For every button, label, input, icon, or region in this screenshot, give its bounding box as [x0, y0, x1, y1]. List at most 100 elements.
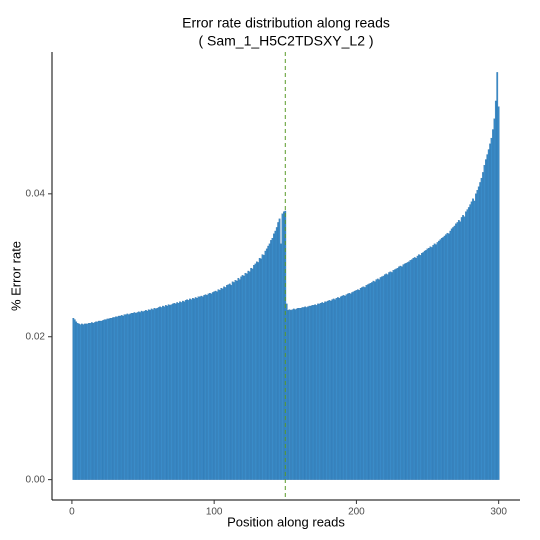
bar	[425, 250, 427, 480]
bar	[382, 275, 385, 480]
bar	[325, 301, 328, 480]
bar	[154, 308, 157, 480]
bar	[147, 309, 150, 480]
bar	[318, 303, 321, 480]
bar	[135, 313, 137, 480]
bar	[103, 319, 106, 480]
bar	[157, 307, 160, 480]
bar	[277, 222, 280, 480]
bar	[174, 303, 177, 480]
bar	[200, 295, 203, 480]
bar	[311, 305, 314, 480]
bar	[354, 290, 356, 480]
bar	[402, 264, 405, 480]
bar	[166, 305, 169, 480]
bar	[356, 289, 359, 480]
bar	[122, 315, 124, 480]
bar	[308, 305, 311, 480]
bar	[310, 305, 312, 480]
bar	[126, 313, 129, 480]
bar	[184, 300, 187, 480]
bar	[469, 204, 472, 480]
bar	[369, 282, 372, 480]
bar	[224, 287, 227, 480]
bar	[142, 311, 144, 480]
bar	[119, 315, 122, 480]
bar	[358, 290, 361, 480]
bar	[251, 268, 254, 480]
bar	[415, 257, 418, 480]
bar	[319, 303, 322, 480]
bar	[445, 234, 447, 480]
bar	[476, 190, 479, 480]
bar	[238, 279, 241, 480]
bar	[337, 297, 339, 480]
bar	[392, 270, 395, 480]
bar	[438, 240, 440, 480]
bar	[210, 293, 213, 480]
x-axis-title: Position along reads	[227, 514, 345, 529]
bar	[460, 217, 463, 480]
bar	[426, 248, 429, 480]
bar	[393, 269, 396, 480]
bar	[381, 276, 383, 480]
bar	[355, 290, 358, 480]
bar	[496, 72, 499, 480]
bar	[110, 318, 113, 480]
bar	[342, 295, 345, 480]
bar	[470, 201, 473, 480]
bar	[396, 267, 399, 480]
bar	[339, 296, 342, 480]
bar	[344, 295, 346, 480]
y-tick-label: 0.00	[26, 474, 46, 485]
bar	[483, 165, 486, 480]
bar	[258, 257, 261, 480]
bar	[76, 323, 79, 480]
bar	[160, 307, 163, 480]
bar	[440, 237, 443, 480]
x-tick-label: 100	[206, 507, 223, 518]
bar	[291, 309, 294, 480]
bar	[294, 309, 297, 480]
bar	[86, 323, 89, 480]
bar	[275, 227, 278, 480]
bar	[268, 243, 271, 480]
bar	[391, 272, 393, 480]
bar	[170, 304, 173, 480]
bar	[489, 143, 491, 480]
bar	[399, 265, 402, 480]
bar	[267, 245, 270, 480]
bar	[484, 159, 487, 480]
bar	[292, 308, 295, 480]
bar	[442, 237, 445, 480]
bar	[177, 303, 180, 480]
bar	[307, 306, 309, 480]
bar	[368, 283, 371, 480]
bar	[295, 308, 298, 480]
bar	[480, 177, 483, 480]
bar	[486, 154, 489, 480]
bar	[305, 307, 308, 480]
bar	[430, 247, 433, 480]
bar	[234, 280, 237, 480]
bar	[187, 300, 190, 480]
bar	[149, 310, 152, 480]
bar	[109, 318, 112, 480]
bar	[207, 293, 210, 480]
bar	[163, 306, 166, 480]
bar	[341, 295, 344, 480]
bar	[162, 305, 164, 480]
bar	[220, 287, 223, 480]
bar	[129, 313, 132, 480]
bar	[83, 323, 86, 480]
bar	[312, 305, 315, 480]
bar	[189, 298, 191, 480]
bar	[211, 292, 214, 480]
bar	[372, 280, 375, 480]
bar	[423, 250, 426, 480]
bar	[385, 273, 388, 480]
bar	[209, 292, 211, 480]
bar	[191, 297, 194, 480]
bar	[300, 308, 302, 480]
bar	[388, 272, 390, 480]
